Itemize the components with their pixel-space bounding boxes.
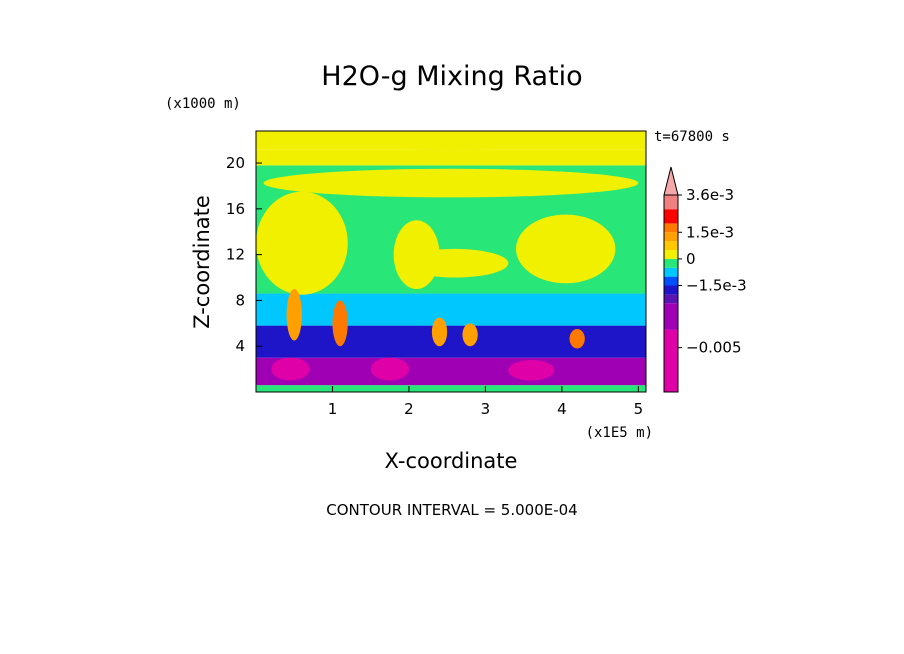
contour-feature-13 [508, 359, 555, 381]
colorbar-label: 3.6e-3 [686, 186, 734, 204]
colorbar-segment [664, 285, 678, 295]
colorbar-segment [664, 276, 678, 286]
contour-band-0 [256, 385, 646, 392]
y-axis-title: Z-coordinate [190, 195, 214, 329]
y-tick-label: 12 [226, 246, 245, 264]
chart-title: H2O-g Mixing Ratio [321, 61, 582, 92]
x-tick-label: 3 [481, 400, 491, 418]
colorbar-segment [664, 329, 678, 392]
plot-frame [255, 130, 647, 393]
colorbar-over-arrow [663, 166, 679, 196]
contour-feature-12 [370, 357, 409, 381]
y-tick-label: 16 [226, 200, 245, 218]
contour-feature-6 [286, 288, 302, 341]
contour-band-2 [256, 325, 646, 358]
colorbar-label: −0.005 [686, 339, 742, 357]
colorbar-segment [664, 267, 678, 277]
plot-area [256, 131, 646, 392]
y-tick-label: 8 [235, 291, 245, 309]
y-axis: 4 8 12 16 20 [226, 154, 262, 355]
contour-band-3 [256, 293, 646, 326]
contour-feature-0 [256, 131, 646, 150]
contour-band-1 [256, 357, 646, 386]
colorbar-label: 1.5e-3 [686, 223, 734, 241]
contour-feature-10 [569, 329, 585, 349]
colorbar-segment [664, 209, 678, 224]
x-axis-title: X-coordinate [385, 449, 518, 473]
colorbar-label: −1.5e-3 [686, 277, 747, 295]
y-tick-label: 20 [226, 154, 245, 172]
contour-feature-4 [401, 248, 509, 278]
colorbar-segment [664, 241, 678, 251]
colorbar: 3.6e-3 1.5e-3 0 −1.5e-3 −0.005 [663, 166, 747, 393]
x-tick-label: 5 [634, 400, 644, 418]
colorbar-frame [663, 194, 679, 393]
contour-feature-11 [271, 357, 310, 381]
contour-band-5 [256, 149, 646, 166]
contour-feature-2 [256, 191, 348, 295]
x-tick-label: 4 [557, 400, 567, 418]
x-axis: 1 2 3 4 5 [328, 386, 643, 418]
contour-feature-7 [332, 300, 348, 347]
contour-interval-note: CONTOUR INTERVAL = 5.000E-04 [326, 501, 577, 519]
colorbar-segment [664, 294, 678, 304]
colorbar-segment [664, 223, 678, 233]
time-label: t=67800 s [654, 129, 730, 145]
contour-feature-8 [431, 317, 448, 347]
colorbar-segment [664, 258, 678, 268]
colorbar-segment [664, 232, 678, 242]
colorbar-label: 0 [686, 250, 696, 268]
contour-feature-1 [263, 168, 639, 198]
contour-feature-9 [462, 323, 478, 347]
colorbar-segment [664, 195, 678, 210]
y-tick-label: 4 [235, 337, 245, 355]
colorbar-segment [664, 250, 678, 259]
colorbar-segment [664, 303, 678, 330]
contour-feature-5 [516, 214, 616, 284]
y-unit-label: (x1000 m) [165, 96, 241, 112]
x-tick-label: 1 [328, 400, 338, 418]
x-unit-label: (x1E5 m) [586, 425, 653, 441]
x-tick-label: 2 [404, 400, 414, 418]
